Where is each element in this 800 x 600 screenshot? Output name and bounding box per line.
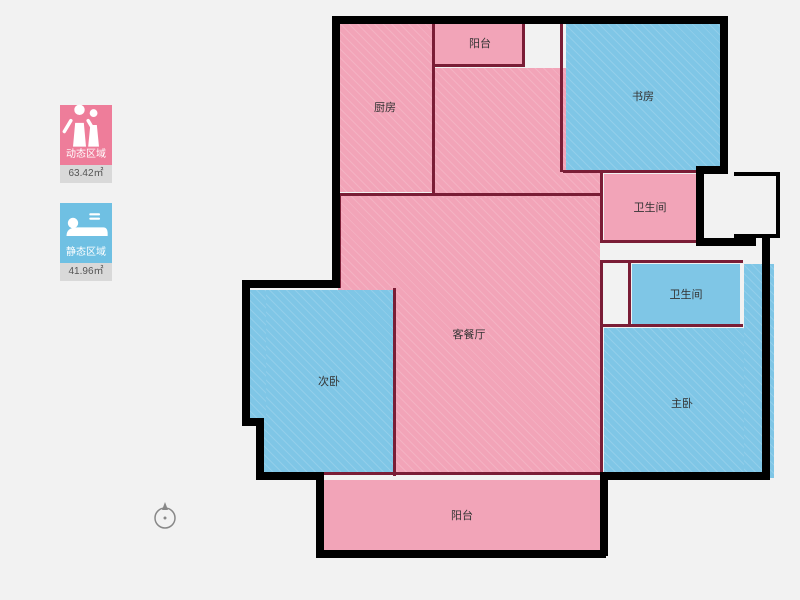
room-label: 卫生间: [634, 199, 667, 215]
outer-wall: [696, 166, 704, 246]
people-icon: [60, 99, 112, 151]
sleep-icon: [60, 197, 112, 249]
inner-wall: [522, 22, 525, 66]
inner-wall: [435, 64, 525, 67]
outer-wall: [734, 172, 780, 176]
outer-wall: [332, 16, 728, 24]
legend-dynamic-icon: [60, 105, 112, 145]
outer-wall: [256, 418, 264, 478]
room-bath1: 卫生间: [604, 174, 696, 240]
room-label: 阳台: [451, 507, 473, 523]
inner-wall: [600, 240, 700, 243]
outer-wall: [696, 238, 756, 246]
room-balcony_top: 阳台: [435, 22, 525, 64]
inner-wall: [600, 173, 603, 243]
room-label: 客餐厅: [453, 326, 486, 342]
room-label: 书房: [632, 88, 654, 104]
outer-wall: [600, 472, 770, 480]
inner-wall: [603, 324, 743, 327]
inner-wall: [563, 170, 701, 173]
outer-wall: [762, 238, 770, 480]
outer-wall: [776, 172, 780, 238]
room-label: 次卧: [318, 373, 340, 389]
inner-wall: [340, 193, 602, 196]
floor-plan: 阳台厨房客餐厅书房卫生间卫生间次卧主卧阳台: [260, 10, 780, 590]
outer-wall: [242, 280, 340, 288]
outer-wall: [242, 280, 250, 420]
legend-static-value: 41.96㎡: [60, 263, 112, 281]
room-label: 厨房: [374, 99, 396, 115]
outer-wall: [256, 472, 320, 480]
legend-static-icon: [60, 203, 112, 243]
inner-wall: [393, 288, 396, 476]
inner-wall: [628, 263, 631, 325]
legend-dynamic-value: 63.42㎡: [60, 165, 112, 183]
inner-wall: [560, 22, 563, 172]
room-master_bed: 主卧: [604, 328, 760, 478]
room-label: 阳台: [469, 35, 491, 51]
inner-wall: [603, 260, 743, 263]
room-label: 卫生间: [670, 286, 703, 302]
legend: 动态区域 63.42㎡ 静态区域 41.96㎡: [60, 105, 112, 301]
room-second_bed_ext: [248, 290, 266, 418]
room-second_bed: 次卧: [264, 290, 394, 472]
outer-wall: [734, 234, 780, 238]
room-kitchen: 厨房: [338, 22, 432, 192]
inner-wall: [432, 22, 435, 194]
legend-dynamic-title: 动态区域: [60, 145, 112, 165]
outer-wall: [316, 550, 606, 558]
room-bath2: 卫生间: [632, 264, 740, 324]
outer-wall: [332, 16, 340, 286]
outer-wall: [316, 472, 324, 556]
room-balcony_bottom: 阳台: [322, 480, 602, 550]
compass-icon: [150, 500, 180, 530]
inner-wall: [600, 260, 603, 476]
legend-static-title: 静态区域: [60, 243, 112, 263]
outer-wall: [600, 472, 608, 556]
outer-wall: [720, 16, 728, 172]
room-study: 书房: [566, 22, 720, 170]
room-label: 主卧: [671, 395, 693, 411]
